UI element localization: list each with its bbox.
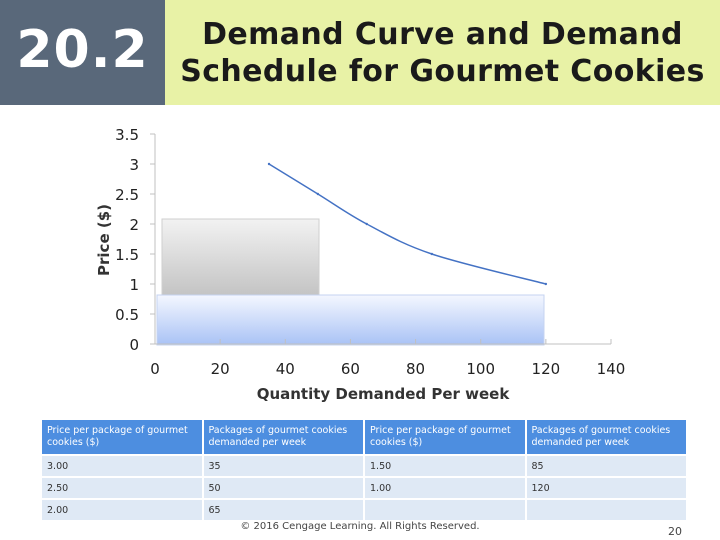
table-cell: 2.00 xyxy=(40,498,204,522)
demand-point xyxy=(430,252,434,256)
section-number: 20.2 xyxy=(0,0,165,105)
table-cell xyxy=(363,498,527,522)
y-tick-label: 2 xyxy=(129,216,139,234)
table-cell: 50 xyxy=(201,476,365,500)
x-tick-label: 120 xyxy=(532,360,561,378)
y-tick-label: 1.5 xyxy=(115,246,139,264)
y-tick-label: 1 xyxy=(129,276,139,294)
x-tick-label: 40 xyxy=(276,360,295,378)
slide-title: Demand Curve and Demand Schedule for Gou… xyxy=(165,0,720,105)
x-tick-label: 20 xyxy=(211,360,230,378)
table-cell: 1.00 xyxy=(363,476,527,500)
x-tick-label: 100 xyxy=(466,360,495,378)
table-cell: 2.50 xyxy=(40,476,204,500)
x-tick-label: 140 xyxy=(597,360,626,378)
demand-point xyxy=(316,192,320,196)
table-cell xyxy=(524,498,688,522)
table-row: 3.00 35 1.50 85 xyxy=(40,454,688,478)
table-cell: 120 xyxy=(524,476,688,500)
y-tick-label: 3 xyxy=(129,156,139,174)
title-line-2: Schedule for Gourmet Cookies xyxy=(180,53,705,89)
title-line-1: Demand Curve and Demand xyxy=(202,16,683,52)
header-quantity-2: Packages of gourmet cookies demanded per… xyxy=(524,418,688,456)
x-axis-label: Quantity Demanded Per week xyxy=(257,385,511,403)
table-cell: 65 xyxy=(201,498,365,522)
header-price-1: Price per package of gourmet cookies ($) xyxy=(40,418,204,456)
demand-curve-chart: 0 0.5 1 1.5 2 2.5 3 3.5 0 20 40 60 80 100 120 140 Quan… xyxy=(95,126,626,403)
table-row: 2.50 50 1.00 120 xyxy=(40,476,688,500)
decor-blue-block xyxy=(156,294,545,346)
table-cell: 85 xyxy=(524,454,688,478)
table-header-row: Price per package of gourmet cookies ($)… xyxy=(40,418,688,456)
decor-gray-block xyxy=(161,218,320,296)
demand-point xyxy=(365,222,368,226)
table-cell: 3.00 xyxy=(40,454,204,478)
x-tick-label: 60 xyxy=(341,360,360,378)
copyright-footer: © 2016 Cengage Learning. All Rights Rese… xyxy=(240,521,480,532)
y-axis-label: Price ($) xyxy=(95,204,113,276)
x-tick-label: 80 xyxy=(406,360,425,378)
y-tick-label: 2.5 xyxy=(115,186,139,204)
demand-curve-line xyxy=(268,163,547,285)
table-cell: 1.50 xyxy=(363,454,527,478)
demand-schedule-table: Price per package of gourmet cookies ($)… xyxy=(40,418,688,522)
table-cell: 35 xyxy=(201,454,365,478)
table-row: 2.00 65 xyxy=(40,498,688,522)
y-tick-label: 3.5 xyxy=(115,126,139,144)
header-price-2: Price per package of gourmet cookies ($) xyxy=(363,418,527,456)
y-tick-label: 0.5 xyxy=(115,306,139,324)
page-number: 20 xyxy=(668,525,682,538)
demand-point xyxy=(544,282,548,286)
header-quantity-1: Packages of gourmet cookies demanded per… xyxy=(201,418,365,456)
demand-point xyxy=(267,162,271,166)
y-tick-label: 0 xyxy=(129,336,139,354)
x-tick-label: 0 xyxy=(150,360,160,378)
